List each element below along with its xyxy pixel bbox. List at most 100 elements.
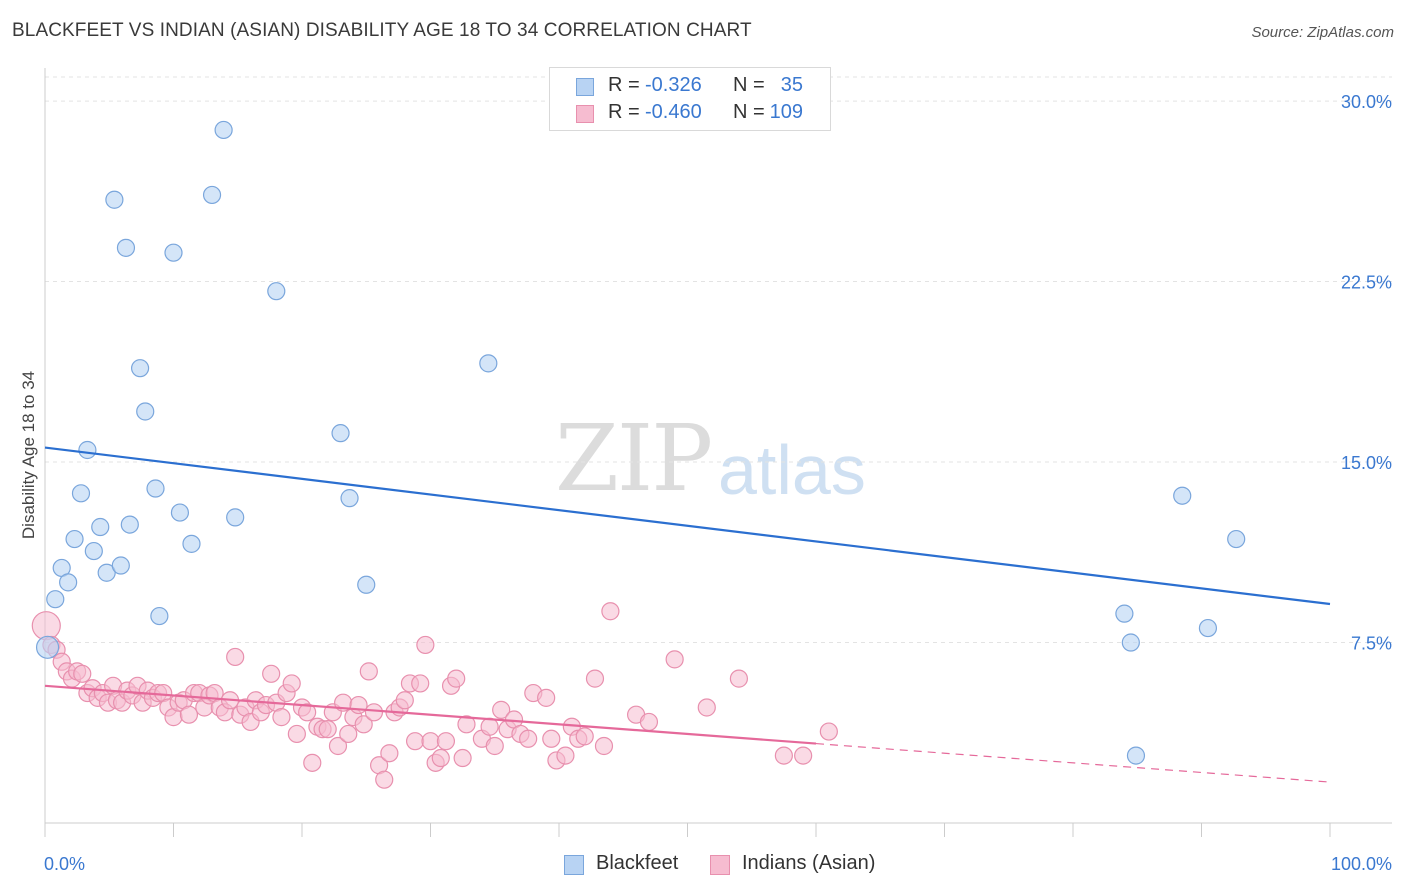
point-indians bbox=[774, 746, 793, 765]
point-indians bbox=[585, 669, 605, 688]
point-indians bbox=[272, 708, 291, 727]
point-blackfeet bbox=[71, 484, 91, 503]
point-blackfeet bbox=[120, 515, 139, 534]
point-indians bbox=[298, 703, 317, 722]
point-indians bbox=[492, 700, 511, 719]
point-indians bbox=[436, 732, 456, 751]
point-blackfeet bbox=[340, 489, 359, 508]
point-blackfeet bbox=[357, 575, 376, 594]
x-tick-label: 100.0% bbox=[1331, 854, 1392, 874]
legend-r-label: R = bbox=[608, 74, 640, 96]
watermark-zip: ZIP bbox=[555, 405, 713, 512]
point-blackfeet bbox=[65, 529, 84, 549]
legend-swatch-blackfeet bbox=[576, 78, 594, 96]
legend-r-value: -0.326 bbox=[645, 74, 702, 96]
point-indians bbox=[639, 712, 659, 732]
point-blackfeet bbox=[35, 635, 60, 659]
point-indians bbox=[594, 736, 614, 756]
point-indians bbox=[73, 664, 92, 683]
point-indians bbox=[349, 695, 368, 715]
point-blackfeet bbox=[1121, 633, 1140, 652]
point-blackfeet bbox=[105, 190, 124, 209]
y-tick-label: 22.5% bbox=[1341, 273, 1392, 293]
point-indians bbox=[380, 744, 399, 763]
legend-n-value: 35 bbox=[780, 74, 803, 96]
point-indians bbox=[601, 602, 620, 621]
point-indians bbox=[457, 715, 476, 734]
point-blackfeet bbox=[111, 556, 130, 575]
point-indians bbox=[359, 662, 378, 681]
point-blackfeet bbox=[136, 402, 155, 421]
point-indians bbox=[282, 674, 301, 693]
point-indians bbox=[794, 746, 813, 765]
point-blackfeet bbox=[91, 517, 110, 537]
point-blackfeet bbox=[84, 541, 103, 561]
legend-row-indians: R = -0.460 N = 109 bbox=[550, 101, 830, 127]
point-blackfeet bbox=[1198, 618, 1218, 638]
y-tick-label: 7.5% bbox=[1351, 634, 1392, 654]
point-blackfeet bbox=[331, 424, 350, 443]
point-indians bbox=[262, 664, 281, 683]
point-blackfeet bbox=[116, 238, 136, 257]
point-indians bbox=[556, 746, 575, 765]
point-indians bbox=[542, 729, 561, 748]
point-indians bbox=[421, 732, 440, 751]
point-blackfeet bbox=[46, 590, 65, 609]
point-indians bbox=[729, 669, 749, 688]
point-blackfeet bbox=[59, 573, 78, 592]
correlation-legend: R = -0.326 N = 35 R = -0.460 N = 109 bbox=[549, 67, 831, 131]
point-indians bbox=[519, 729, 538, 748]
legend-r-value: -0.460 bbox=[645, 101, 702, 123]
point-blackfeet bbox=[170, 503, 190, 522]
point-indians bbox=[431, 748, 450, 768]
y-axis-label: Disability Age 18 to 34 bbox=[19, 371, 38, 539]
point-indians bbox=[364, 703, 384, 722]
point-blackfeet bbox=[1126, 746, 1146, 765]
point-indians bbox=[303, 753, 322, 772]
point-indians bbox=[575, 727, 594, 746]
point-indians bbox=[480, 717, 499, 736]
point-blackfeet bbox=[182, 534, 201, 553]
point-blackfeet bbox=[1227, 529, 1246, 549]
bottom-label-blackfeet: Blackfeet bbox=[596, 852, 679, 874]
point-indians bbox=[287, 724, 306, 744]
watermark-atlas: atlas bbox=[718, 431, 866, 509]
point-blackfeet bbox=[1173, 486, 1192, 505]
point-blackfeet bbox=[202, 185, 222, 205]
source-label: Source: ZipAtlas.com bbox=[1251, 24, 1394, 41]
point-indians bbox=[453, 748, 472, 768]
legend-r-label: R = bbox=[608, 101, 640, 123]
y-tick-label: 15.0% bbox=[1341, 453, 1392, 473]
point-blackfeet bbox=[146, 479, 165, 498]
legend-n-value: 109 bbox=[769, 101, 803, 123]
legend-n-label: N = bbox=[733, 74, 765, 96]
point-indians bbox=[354, 715, 373, 734]
point-indians bbox=[375, 770, 394, 789]
point-indians bbox=[328, 736, 348, 756]
bottom-swatch-blackfeet bbox=[564, 855, 584, 875]
point-indians bbox=[405, 732, 425, 751]
point-blackfeet bbox=[226, 508, 245, 527]
x-tick-label: 0.0% bbox=[44, 854, 85, 874]
trendline-blackfeet bbox=[44, 446, 1331, 606]
point-blackfeet bbox=[130, 359, 150, 378]
point-indians bbox=[226, 647, 245, 667]
bottom-swatch-indians bbox=[710, 855, 730, 875]
point-indians bbox=[665, 650, 684, 669]
point-indians bbox=[395, 691, 414, 710]
point-indians bbox=[697, 698, 716, 717]
point-indians bbox=[537, 688, 556, 707]
trendline-indians-extrapolated bbox=[815, 742, 1331, 783]
bottom-label-indians: Indians (Asian) bbox=[742, 852, 876, 874]
legend-n-label: N = bbox=[733, 101, 765, 123]
point-blackfeet bbox=[267, 282, 286, 301]
point-blackfeet bbox=[97, 563, 116, 582]
chart-title: BLACKFEET VS INDIAN (ASIAN) DISABILITY A… bbox=[12, 20, 752, 41]
legend-row-blackfeet: R = -0.326 N = 35 bbox=[550, 74, 830, 100]
point-indians bbox=[411, 674, 430, 693]
point-indians bbox=[339, 724, 358, 744]
point-blackfeet bbox=[150, 606, 169, 626]
point-indians bbox=[819, 722, 838, 741]
point-blackfeet bbox=[479, 354, 498, 373]
